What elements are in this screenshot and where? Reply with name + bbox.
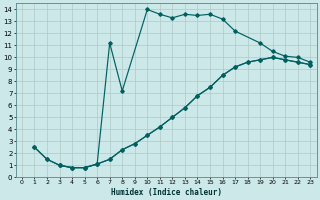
X-axis label: Humidex (Indice chaleur): Humidex (Indice chaleur) (111, 188, 221, 197)
